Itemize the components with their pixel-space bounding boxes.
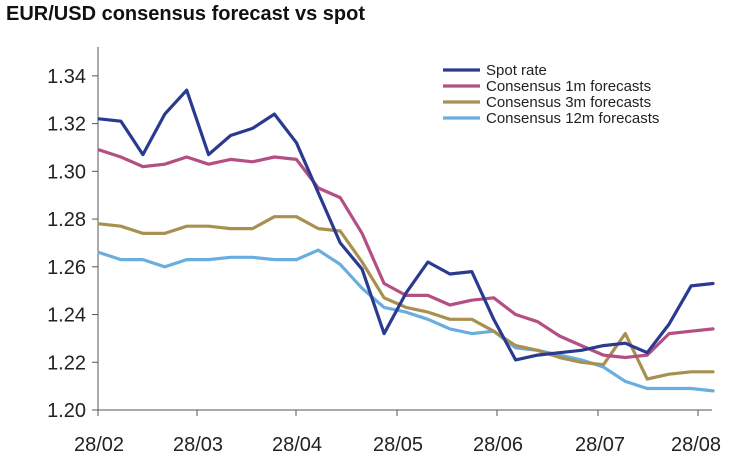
chart-axes: 1.20 1.22 1.24 1.26 1.28 1.30 1.32 1.34 28/02 28/… xyxy=(47,47,721,456)
chart-series-layer xyxy=(97,88,715,393)
y-tick-label: 1.24 xyxy=(47,305,86,327)
series-line-spot-rate xyxy=(97,88,715,362)
chart-title: EUR/USD consensus forecast vs spot xyxy=(6,3,365,25)
legend-label: Consensus 12m forecasts xyxy=(486,110,659,127)
x-tick-label: 28/05 xyxy=(373,434,423,456)
x-tick-label: 28/08 xyxy=(671,434,721,456)
x-tick-label: 28/06 xyxy=(473,434,523,456)
series-line-consensus-3m-forecasts xyxy=(97,215,715,381)
legend-label: Spot rate xyxy=(486,62,547,79)
y-tick-label: 1.22 xyxy=(47,352,86,374)
x-tick-label: 28/02 xyxy=(74,434,124,456)
series-line-consensus-1m-forecasts xyxy=(97,148,715,360)
y-tick-label: 1.30 xyxy=(47,161,86,183)
series-line-consensus-12m-forecasts xyxy=(97,248,715,393)
y-tick-label: 1.34 xyxy=(47,66,86,88)
legend-label: Consensus 3m forecasts xyxy=(486,94,651,111)
y-tick-label: 1.26 xyxy=(47,257,86,279)
x-tick-label: 28/04 xyxy=(272,434,322,456)
y-tick-label: 1.32 xyxy=(47,114,86,136)
y-tick-label: 1.20 xyxy=(47,400,86,422)
x-tick-label: 28/03 xyxy=(173,434,223,456)
legend-label: Consensus 1m forecasts xyxy=(486,78,651,95)
x-tick-label: 28/07 xyxy=(575,434,625,456)
y-tick-label: 1.28 xyxy=(47,209,86,231)
